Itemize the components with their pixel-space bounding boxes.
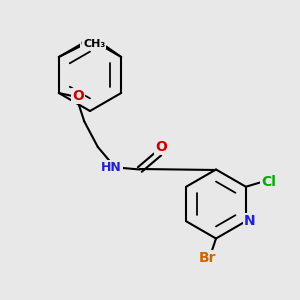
- Text: Br: Br: [199, 251, 217, 265]
- Text: CH₃: CH₃: [83, 38, 106, 49]
- Text: N: N: [244, 214, 255, 228]
- Text: O: O: [72, 89, 84, 103]
- Text: Cl: Cl: [261, 175, 276, 189]
- Text: O: O: [155, 140, 167, 154]
- Text: CH₃: CH₃: [80, 38, 103, 49]
- Text: HN: HN: [101, 161, 122, 175]
